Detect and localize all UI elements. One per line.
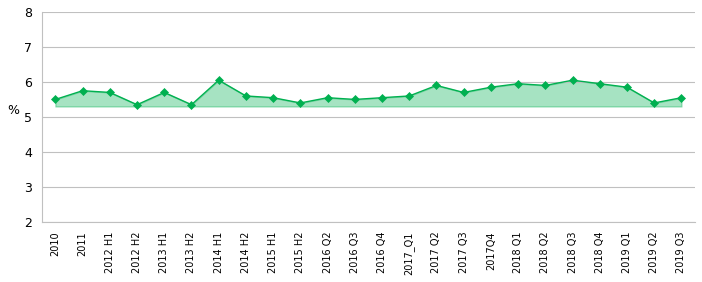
Y-axis label: %: % [7, 104, 19, 117]
